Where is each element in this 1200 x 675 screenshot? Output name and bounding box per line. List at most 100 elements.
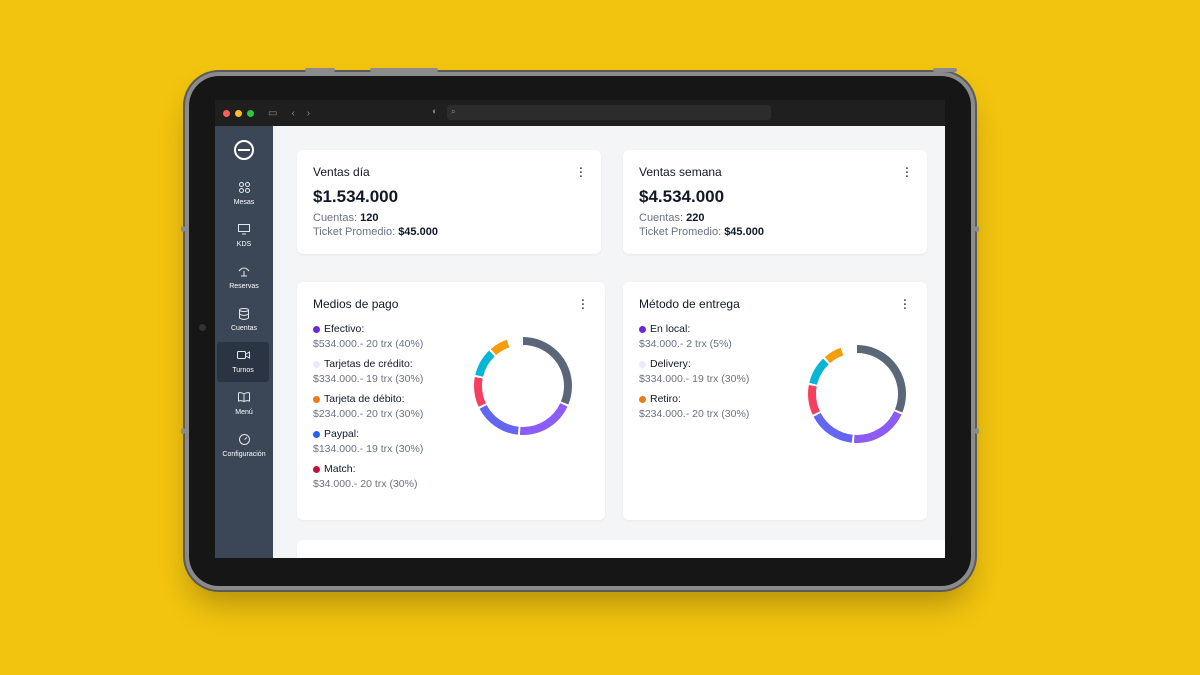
legend-label: Match:: [324, 463, 356, 475]
legend-value: $134.000.- 19 trx (30%): [313, 443, 424, 455]
card-title: Método de entrega: [639, 297, 740, 311]
legend-dot: [313, 465, 320, 473]
sidebar-item-reservas[interactable]: Reservas: [215, 258, 273, 298]
legend-dot: [639, 360, 646, 368]
payment-donut-chart: [474, 337, 572, 435]
donut-segment: [474, 337, 572, 435]
tablet-button: [181, 226, 185, 232]
card-title: Ventas semana: [639, 165, 722, 179]
database-icon: [239, 308, 249, 322]
delivery-legend: En local: $34.000.- 2 trx (5%) Delivery:…: [639, 323, 749, 428]
tablet-device: ▭ ‹ › ◐ ⌕ Mesas KDS: [181, 68, 979, 586]
donut-segment: [808, 345, 906, 443]
gauge-icon: [238, 434, 250, 448]
legend-item: Paypal: $134.000.- 19 trx (30%): [313, 428, 423, 455]
sidebar-item-label: Reservas: [229, 283, 259, 290]
maximize-window-button[interactable]: [247, 109, 254, 117]
legend-item: En local: $34.000.- 2 trx (5%): [639, 323, 749, 350]
more-options-icon[interactable]: · · ·: [903, 295, 907, 315]
sidebar-item-configuracion[interactable]: Configuración: [215, 426, 273, 466]
video-icon: [236, 350, 250, 364]
sidebar-item-label: Configuración: [222, 451, 266, 458]
ticket-value: $45.000: [724, 226, 764, 238]
legend-dot: [313, 430, 320, 438]
search-icon: ⌕: [451, 107, 456, 116]
ticket-value: $45.000: [398, 226, 438, 238]
minimize-window-button[interactable]: [235, 109, 242, 117]
sidebar-item-label: Cuentas: [230, 325, 258, 332]
address-bar[interactable]: ⌕: [447, 105, 771, 120]
more-options-icon[interactable]: · · ·: [905, 163, 909, 183]
legend-label: Tarjeta de débito:: [324, 393, 405, 405]
donut-segment: [808, 345, 906, 443]
legend-item: Tarjetas de crédito: $334.000.- 19 trx (…: [313, 358, 423, 385]
legend-label: Paypal:: [324, 428, 360, 440]
more-options-icon[interactable]: · · ·: [581, 295, 585, 315]
sidebar-item-mesas[interactable]: Mesas: [215, 174, 273, 214]
grid-icon: [238, 182, 250, 196]
shield-icon[interactable]: ◐: [432, 106, 438, 116]
legend-value: $34.000.- 20 trx (30%): [313, 478, 418, 490]
sidebar-item-label: Turnos: [232, 367, 254, 374]
sidebar-item-label: Mesas: [233, 199, 255, 206]
legend-value: $234.000.- 20 trx (30%): [313, 408, 424, 420]
tablet-button: [933, 68, 957, 72]
sidebar-item-label: Menú: [235, 409, 253, 416]
card-title: Ventas día: [313, 165, 370, 179]
cuentas-line: Cuentas: 220: [639, 212, 704, 224]
delivery-donut-chart: [808, 345, 906, 443]
cloche-icon: [238, 266, 250, 280]
legend-dot: [639, 325, 646, 333]
legend-item: Match: $34.000.- 20 trx (30%): [313, 463, 423, 490]
tablet-button: [305, 68, 335, 72]
card-bottom: [297, 540, 945, 558]
sidebar: Mesas KDS Reservas Cuentas: [215, 126, 273, 558]
legend-dot: [313, 360, 320, 368]
more-options-icon[interactable]: · · ·: [579, 163, 583, 183]
monitor-icon: [238, 224, 250, 238]
donut-segment: [808, 345, 906, 443]
cuentas-line: Cuentas: 120: [313, 212, 378, 224]
forward-icon[interactable]: ›: [306, 107, 311, 119]
legend-label: En local:: [650, 323, 691, 335]
legend-item: Retiro: $234.000.- 20 trx (30%): [639, 393, 749, 420]
legend-dot: [639, 395, 646, 403]
legend-item: Tarjeta de débito: $234.000.- 20 trx (30…: [313, 393, 423, 420]
sidebar-item-turnos[interactable]: Turnos: [217, 342, 269, 382]
sidebar-item-menu[interactable]: Menú: [215, 384, 273, 424]
sidebar-item-kds[interactable]: KDS: [215, 216, 273, 256]
cuentas-label: Cuentas:: [639, 212, 684, 224]
back-icon[interactable]: ‹: [291, 107, 295, 119]
ticket-line: Ticket Promedio: $45.000: [639, 226, 764, 238]
legend-label: Retiro:: [650, 393, 681, 405]
tablet-button: [975, 226, 979, 232]
close-window-button[interactable]: [223, 109, 230, 117]
legend-value: $334.000.- 19 trx (30%): [639, 373, 750, 385]
card-ventas-semana: Ventas semana · · · $4.534.000 Cuentas: 22…: [623, 150, 927, 254]
sidebar-item-cuentas[interactable]: Cuentas: [215, 300, 273, 340]
tablet-button: [975, 428, 979, 434]
donut-segment: [474, 337, 572, 435]
legend-label: Efectivo:: [324, 323, 365, 335]
ticket-label: Ticket Promedio:: [313, 226, 396, 238]
card-metodo-entrega: Método de entrega · · · En local: $34.000.…: [623, 282, 927, 520]
app-logo[interactable]: [234, 140, 254, 160]
tablet-button: [370, 68, 438, 72]
book-icon: [238, 392, 250, 406]
legend-item: Efectivo: $534.000.- 20 trx (40%): [313, 323, 423, 350]
card-title: Medios de pago: [313, 297, 399, 311]
ticket-label: Ticket Promedio:: [639, 226, 722, 238]
cuentas-label: Cuentas:: [313, 212, 358, 224]
legend-dot: [313, 325, 320, 333]
sidebar-toggle-icon[interactable]: ▭: [268, 107, 278, 119]
cuentas-value: 220: [686, 212, 705, 224]
browser-toolbar: ▭ ‹ › ◐ ⌕: [215, 100, 945, 126]
tablet-button: [181, 428, 185, 434]
card-ventas-dia: Ventas día · · · $1.534.000 Cuentas: 120 T…: [297, 150, 601, 254]
legend-dot: [313, 395, 320, 403]
camera: [199, 324, 206, 331]
legend-label: Tarjetas de crédito:: [324, 358, 413, 370]
dashboard-content: Ventas día · · · $1.534.000 Cuentas: 120 T…: [273, 126, 945, 558]
ticket-line: Ticket Promedio: $45.000: [313, 226, 438, 238]
legend-value: $34.000.- 2 trx (5%): [639, 338, 732, 350]
